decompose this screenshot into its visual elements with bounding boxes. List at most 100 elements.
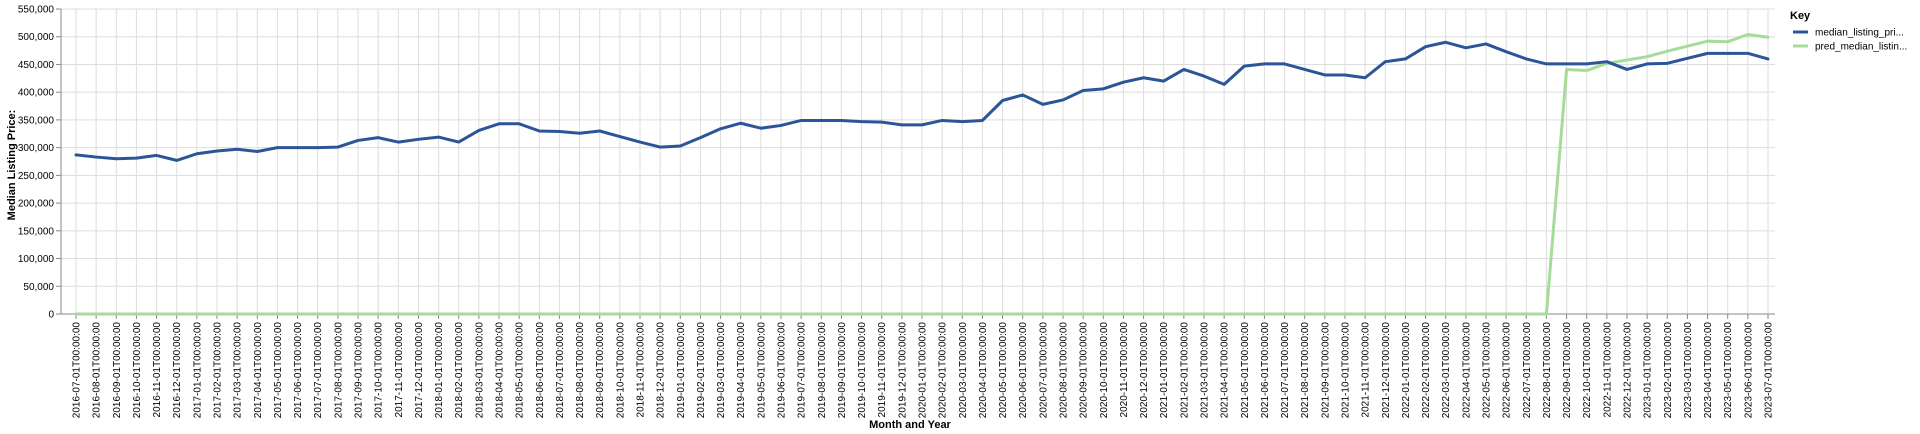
- y-tick-label: 250,000: [18, 171, 55, 182]
- x-tick-label: 2018-10-01T00:00:00: [615, 322, 626, 419]
- x-tick-label: 2021-09-01T00:00:00: [1320, 322, 1331, 419]
- x-tick-label: 2016-12-01T00:00:00: [172, 322, 183, 419]
- x-tick-label: 2022-08-01T00:00:00: [1542, 322, 1553, 419]
- x-tick-label: 2022-03-01T00:00:00: [1441, 322, 1452, 419]
- x-tick-label: 2019-07-01T00:00:00: [797, 322, 808, 419]
- x-tick-label: 2022-04-01T00:00:00: [1461, 322, 1472, 419]
- x-tick-label: 2017-12-01T00:00:00: [414, 322, 425, 419]
- x-tick-label: 2023-02-01T00:00:00: [1663, 322, 1674, 419]
- x-tick-label: 2019-06-01T00:00:00: [777, 322, 788, 419]
- x-tick-label: 2019-03-01T00:00:00: [716, 322, 727, 419]
- x-tick-label: 2023-06-01T00:00:00: [1743, 322, 1754, 419]
- y-tick-label: 400,000: [18, 88, 55, 99]
- x-tick-label: 2021-11-01T00:00:00: [1361, 322, 1372, 418]
- x-tick-label: 2019-05-01T00:00:00: [756, 322, 767, 419]
- x-tick-label: 2023-03-01T00:00:00: [1683, 322, 1694, 419]
- x-tick-label: 2017-09-01T00:00:00: [354, 322, 365, 419]
- x-tick-label: 2017-08-01T00:00:00: [333, 322, 344, 419]
- x-tick-label: 2020-04-01T00:00:00: [978, 322, 989, 419]
- x-tick-label: 2018-01-01T00:00:00: [434, 322, 445, 419]
- x-tick-label: 2021-07-01T00:00:00: [1280, 322, 1291, 419]
- x-tick-label: 2019-11-01T00:00:00: [877, 322, 888, 418]
- x-tick-label: 2021-03-01T00:00:00: [1200, 322, 1211, 419]
- legend: Key median_listing_pri... pred_median_lis…: [1790, 10, 1907, 53]
- x-tick-label: 2017-11-01T00:00:00: [394, 322, 405, 418]
- x-tick-label: 2017-03-01T00:00:00: [233, 322, 244, 419]
- x-tick-label: 2021-08-01T00:00:00: [1300, 322, 1311, 419]
- x-tick-label: 2017-10-01T00:00:00: [374, 322, 385, 419]
- legend-label: pred_median_listin...: [1815, 42, 1907, 53]
- x-tick-label: 2020-02-01T00:00:00: [938, 322, 949, 419]
- x-tick-label: 2020-08-01T00:00:00: [1059, 322, 1070, 419]
- legend-label: median_listing_pri...: [1815, 28, 1904, 39]
- series-lines: [74, 33, 1770, 316]
- x-tick-label: 2020-05-01T00:00:00: [998, 322, 1009, 419]
- legend-items: median_listing_pri... pred_median_listin.…: [1793, 28, 1907, 53]
- x-tick-label: 2017-04-01T00:00:00: [253, 322, 264, 419]
- x-tick-label: 2019-10-01T00:00:00: [857, 322, 868, 419]
- x-tick-label: 2021-05-01T00:00:00: [1240, 322, 1251, 419]
- x-tick-label: 2022-02-01T00:00:00: [1421, 322, 1432, 419]
- x-tick-label: 2019-08-01T00:00:00: [817, 322, 828, 419]
- x-tick-label: 2019-01-01T00:00:00: [676, 322, 687, 419]
- x-tick-label: 2019-09-01T00:00:00: [837, 322, 848, 419]
- y-axis-title: Median Listing Price:: [6, 110, 18, 221]
- x-tick-label: 2022-10-01T00:00:00: [1582, 322, 1593, 419]
- x-tick-label: 2019-04-01T00:00:00: [736, 322, 747, 419]
- x-tick-label: 2020-07-01T00:00:00: [1038, 322, 1049, 419]
- x-tick-label: 2022-11-01T00:00:00: [1602, 322, 1613, 418]
- x-tick-label: 2016-07-01T00:00:00: [72, 322, 83, 419]
- x-axis: 2016-07-01T00:00:00 2016-08-01T00:00:00 20…: [61, 313, 1775, 419]
- x-tick-label: 2017-02-01T00:00:00: [213, 322, 224, 419]
- x-tick-label: 2023-04-01T00:00:00: [1703, 322, 1714, 419]
- y-tick-label: 200,000: [18, 199, 55, 210]
- x-tick-label: 2017-05-01T00:00:00: [273, 322, 284, 419]
- x-tick-label: 2021-06-01T00:00:00: [1260, 322, 1271, 419]
- x-tick-label: 2021-12-01T00:00:00: [1381, 322, 1392, 419]
- x-tick-label: 2022-07-01T00:00:00: [1522, 322, 1533, 419]
- x-tick-label: 2020-11-01T00:00:00: [1119, 322, 1130, 418]
- x-tick-label: 2020-03-01T00:00:00: [958, 322, 969, 419]
- x-tick-label: 2022-06-01T00:00:00: [1502, 322, 1513, 419]
- x-tick-label: 2021-04-01T00:00:00: [1220, 322, 1231, 419]
- y-tick-label: 150,000: [18, 226, 55, 237]
- y-tick-label: 450,000: [18, 60, 55, 71]
- x-tick-label: 2018-02-01T00:00:00: [454, 322, 465, 419]
- y-tick-label: 0: [48, 310, 54, 321]
- x-tick-label: 2018-06-01T00:00:00: [535, 322, 546, 419]
- x-tick-label: 2021-02-01T00:00:00: [1179, 322, 1190, 419]
- x-tick-label: 2016-11-01T00:00:00: [152, 322, 163, 418]
- x-tick-label: 2017-01-01T00:00:00: [192, 322, 203, 419]
- x-tick-label: 2016-08-01T00:00:00: [92, 322, 103, 419]
- x-tick-label: 2019-12-01T00:00:00: [897, 322, 908, 419]
- x-tick-label: 2022-09-01T00:00:00: [1562, 322, 1573, 419]
- x-tick-label: 2017-07-01T00:00:00: [313, 322, 324, 419]
- x-tick-label: 2018-05-01T00:00:00: [515, 322, 526, 419]
- x-tick-label: 2021-10-01T00:00:00: [1341, 322, 1352, 419]
- x-tick-label: 2023-01-01T00:00:00: [1643, 322, 1654, 419]
- x-tick-label: 2022-05-01T00:00:00: [1482, 322, 1493, 419]
- series-line-0: [74, 40, 1770, 162]
- y-tick-label: 50,000: [23, 282, 54, 293]
- legend-title: Key: [1790, 10, 1811, 22]
- x-tick-label: 2016-09-01T00:00:00: [112, 322, 123, 419]
- x-tick-label: 2018-12-01T00:00:00: [656, 322, 667, 419]
- x-tick-label: 2018-07-01T00:00:00: [555, 322, 566, 419]
- x-tick-label: 2017-06-01T00:00:00: [293, 322, 304, 419]
- x-tick-label: 2019-02-01T00:00:00: [696, 322, 707, 419]
- x-tick-label: 2021-01-01T00:00:00: [1159, 322, 1170, 419]
- x-tick-label: 2018-08-01T00:00:00: [575, 322, 586, 419]
- y-tick-label: 500,000: [18, 32, 55, 43]
- gridlines: [61, 8, 1775, 315]
- x-tick-label: 2020-06-01T00:00:00: [1018, 322, 1029, 419]
- y-axis: 0 50,000 100,000 150,000 200,000 250,000 300,0…: [18, 5, 62, 321]
- y-tick-label: 550,000: [18, 5, 55, 16]
- x-axis-title: Month and Year: [869, 419, 951, 431]
- x-tick-label: 2022-01-01T00:00:00: [1401, 322, 1412, 419]
- series-line-1: [74, 33, 1770, 316]
- x-tick-label: 2018-04-01T00:00:00: [495, 322, 506, 419]
- x-tick-label: 2018-09-01T00:00:00: [595, 322, 606, 419]
- x-tick-label: 2020-01-01T00:00:00: [918, 322, 929, 419]
- y-tick-label: 100,000: [18, 254, 55, 265]
